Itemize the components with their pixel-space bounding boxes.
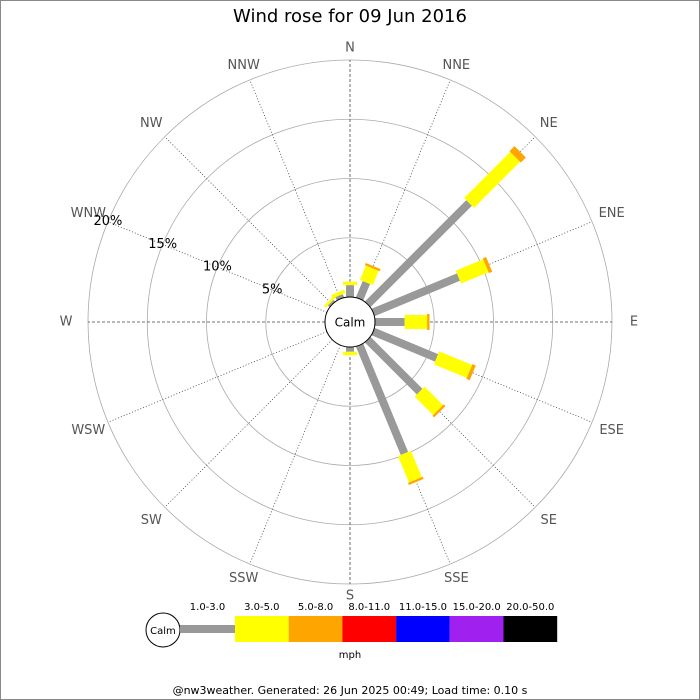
bar-segment xyxy=(346,285,354,297)
bar-segment xyxy=(364,200,472,308)
legend-swatch xyxy=(180,625,235,633)
ring-label: 15% xyxy=(148,237,177,252)
bar-segment xyxy=(364,262,381,272)
direction-label: WNW xyxy=(71,206,107,221)
direction-label: NW xyxy=(140,116,163,131)
direction-label: ESE xyxy=(599,423,624,438)
bar-segment xyxy=(355,280,371,301)
bar-segment xyxy=(346,347,354,352)
legend-label: 11.0-15.0 xyxy=(399,602,447,613)
bar-segment xyxy=(371,273,461,317)
bar-segment xyxy=(327,299,336,308)
units-label: mph xyxy=(339,650,361,661)
legend-swatch xyxy=(396,616,450,642)
spoke xyxy=(249,79,341,300)
direction-label: NNW xyxy=(228,58,260,73)
direction-label: W xyxy=(60,315,73,330)
bar-segment xyxy=(482,256,493,274)
legend-label: 3.0-5.0 xyxy=(244,602,279,613)
footer: @nw3weather. Generated: 26 Jun 2025 00:4… xyxy=(173,684,528,697)
direction-label: S xyxy=(346,589,354,604)
direction-label: E xyxy=(630,315,638,330)
legend-label: 8.0-11.0 xyxy=(348,602,390,613)
legend-swatch xyxy=(235,616,289,642)
calm-label: Calm xyxy=(335,316,366,330)
direction-label: N xyxy=(345,41,355,56)
bar-segment xyxy=(404,315,428,329)
bar-segment xyxy=(432,404,446,418)
legend-label: 1.0-3.0 xyxy=(190,602,225,613)
direction-label: SE xyxy=(541,513,557,528)
ring-label: 5% xyxy=(262,282,283,297)
bar-segment xyxy=(371,327,439,362)
legend-label: 5.0-8.0 xyxy=(298,602,333,613)
legend-label: 20.0-50.0 xyxy=(506,602,554,613)
bar-segment xyxy=(407,476,424,486)
bar-segment xyxy=(427,314,430,330)
direction-label: SSW xyxy=(229,571,259,586)
spoke xyxy=(249,344,341,565)
bar-segment xyxy=(324,296,336,308)
bar-segment xyxy=(359,265,379,286)
bar-segment xyxy=(397,450,422,483)
legend-swatch xyxy=(342,616,397,642)
bar-segment xyxy=(375,318,405,326)
bar-segment xyxy=(414,386,444,416)
grid-ring xyxy=(265,237,435,407)
legend-label: 15.0-20.0 xyxy=(453,602,501,613)
bar-segment xyxy=(335,294,345,301)
legend-swatch xyxy=(503,616,558,642)
bar-segment xyxy=(455,259,489,284)
bar-segment xyxy=(364,336,423,395)
bar-segment xyxy=(355,343,409,456)
calm-circle xyxy=(324,296,376,348)
bar-segment xyxy=(343,281,357,286)
legend-swatch xyxy=(288,616,343,642)
spoke xyxy=(164,136,333,305)
legend-swatch xyxy=(449,616,504,642)
spoke xyxy=(164,339,333,508)
legend-calm-label: Calm xyxy=(150,626,176,637)
spoke xyxy=(359,79,451,300)
ring-label: 20% xyxy=(93,214,122,229)
direction-label: ENE xyxy=(599,206,625,221)
grid-ring xyxy=(206,178,494,466)
spoke xyxy=(107,221,328,313)
direction-label: NNE xyxy=(442,58,470,73)
ring-label: 10% xyxy=(203,260,232,275)
bar-segment xyxy=(509,146,526,163)
direction-label: SW xyxy=(141,513,162,528)
bar-segment xyxy=(464,151,521,208)
bar-segment xyxy=(343,351,357,356)
direction-label: WSW xyxy=(71,423,105,438)
bar-segment xyxy=(466,364,476,381)
direction-label: NE xyxy=(540,116,558,131)
chart-title: Wind rose for 09 Jun 2016 xyxy=(233,6,467,27)
bar-segment xyxy=(433,351,473,378)
bar-segment xyxy=(331,289,346,299)
spoke xyxy=(107,331,328,423)
direction-label: SSE xyxy=(444,571,469,586)
